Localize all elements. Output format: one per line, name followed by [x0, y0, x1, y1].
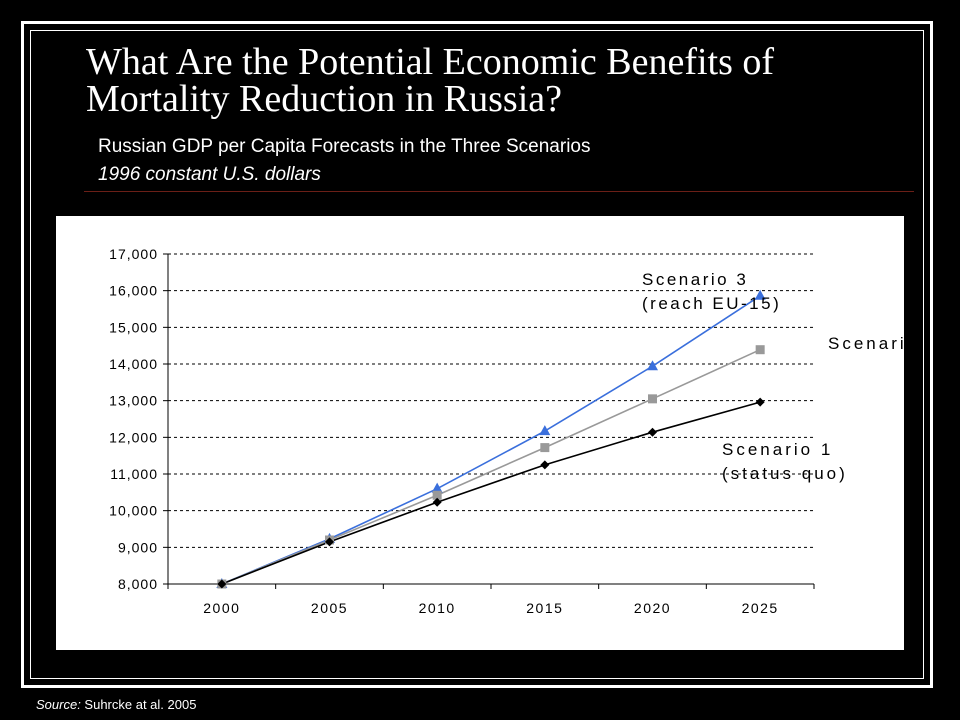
data-point-triangle — [539, 425, 551, 436]
y-tick-label: 14,000 — [109, 356, 158, 372]
x-tick-label: 2020 — [634, 600, 671, 616]
gdp-line-chart: 8,000 9,000 10,000 11,000 12,000 13,000 14,000… — [109, 246, 936, 616]
data-point-square — [432, 490, 442, 500]
data-point-diamond — [217, 579, 227, 589]
data-point-diamond — [648, 427, 657, 437]
series-label: Scenario 3 — [642, 270, 748, 289]
series-line — [221, 295, 761, 585]
x-tick-label: 2000 — [203, 600, 240, 616]
slide-title: What Are the Potential Economic Benefits… — [86, 41, 775, 120]
chart-panel: 8,000 9,000 10,000 11,000 12,000 13,000 14,000… — [56, 216, 936, 650]
y-tick-labels: 8,000 9,000 10,000 11,000 12,000 13,000 14,000… — [109, 246, 158, 592]
slide-outer-frame — [21, 21, 933, 688]
y-tick-label: 16,000 — [109, 283, 158, 299]
slide-inner-frame — [30, 30, 924, 679]
series-markers — [216, 289, 766, 589]
data-point-triangle — [754, 289, 766, 300]
divider-rule — [84, 191, 914, 192]
y-tick-label: 12,000 — [109, 429, 158, 445]
series-label: Scenario 2 — [828, 334, 904, 353]
y-tick-label: 11,000 — [110, 466, 158, 482]
x-tick-label: 2025 — [742, 600, 779, 616]
x-tick-label: 2005 — [311, 600, 348, 616]
source-label: Source: — [36, 697, 81, 712]
x-tick-labels: 2000 2005 2010 2015 2020 2025 — [203, 600, 779, 616]
data-point-square — [540, 443, 550, 453]
y-tick-label: 10,000 — [109, 503, 158, 519]
y-tick-label: 15,000 — [109, 319, 158, 335]
data-point-diamond — [325, 537, 334, 547]
series-annotations: Scenario 1 (status quo) Scenario 2 Scenario… — [642, 270, 936, 483]
chart-subtitle: Russian GDP per Capita Forecasts in the … — [98, 136, 591, 157]
data-point-square — [648, 394, 657, 404]
series-label: Scenario 1 — [722, 440, 833, 459]
series-label: (status quo) — [722, 464, 848, 483]
x-tick-label: 2015 — [526, 600, 563, 616]
source-note: Source: Suhrcke at al. 2005 — [36, 697, 196, 712]
data-point-diamond — [432, 497, 442, 507]
axes — [163, 253, 815, 589]
chart-units: 1996 constant U.S. dollars — [98, 164, 321, 185]
series-line — [221, 348, 761, 585]
data-point-diamond — [755, 397, 765, 407]
data-point-diamond — [540, 460, 550, 470]
y-tick-label: 8,000 — [118, 576, 158, 592]
data-point-triangle — [431, 482, 443, 493]
y-tick-label: 17,000 — [109, 246, 158, 262]
data-point-square — [755, 345, 765, 355]
source-text: Suhrcke at al. 2005 — [80, 697, 197, 712]
series-lines — [221, 295, 761, 585]
series-line — [221, 401, 761, 585]
data-point-triangle — [647, 360, 658, 371]
y-tick-label: 13,000 — [109, 393, 158, 409]
y-tick-label: 9,000 — [118, 539, 158, 555]
series-label: (reach EU-15) — [642, 294, 781, 313]
x-tick-label: 2010 — [419, 600, 456, 616]
